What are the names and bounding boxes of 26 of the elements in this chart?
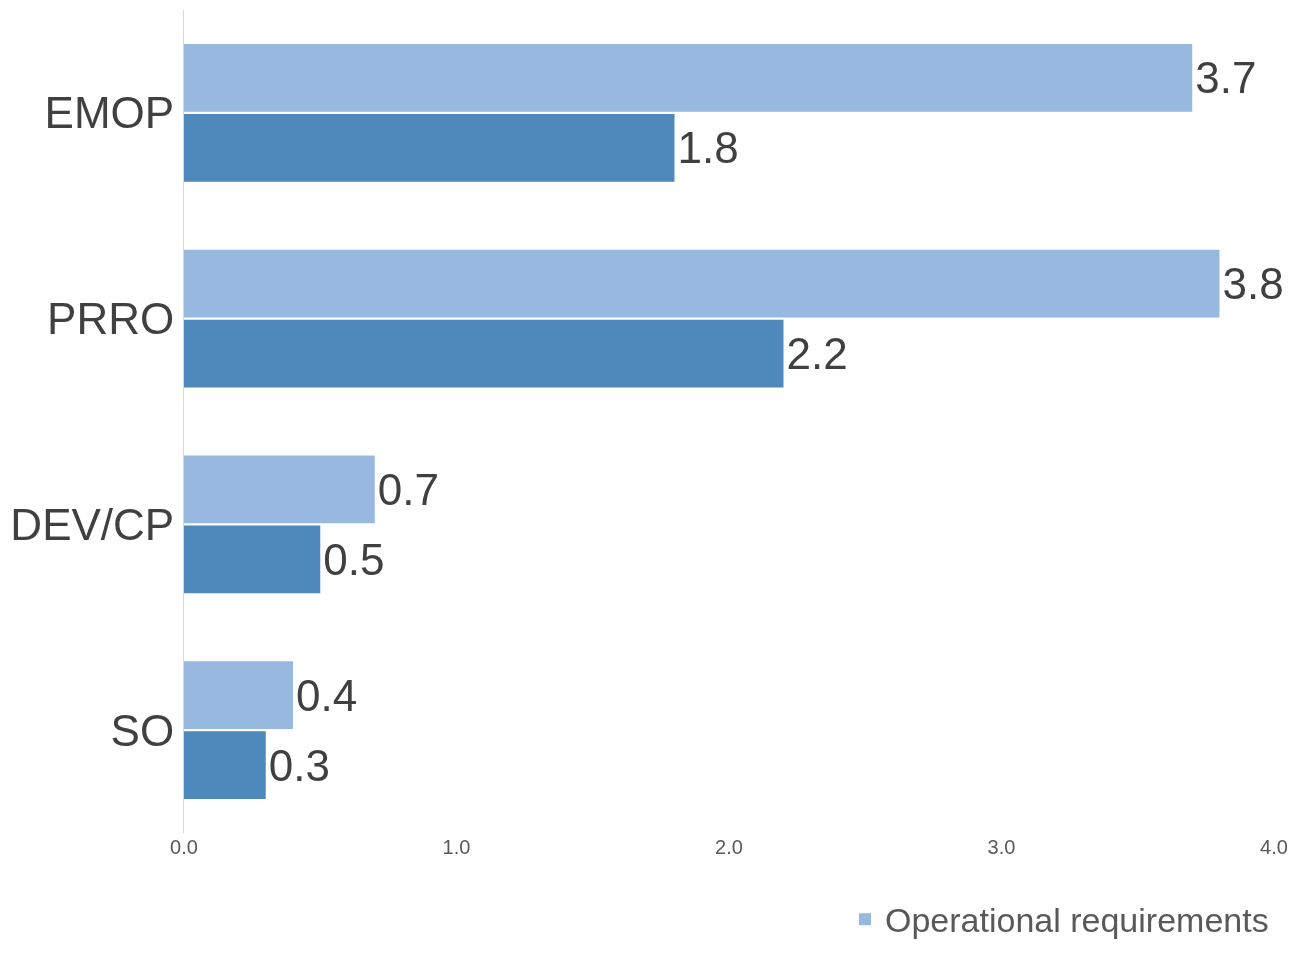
data-label: 3.8 xyxy=(1222,259,1284,309)
data-label: 2.2 xyxy=(786,329,848,379)
y-tick-label: SO xyxy=(110,705,175,755)
legend-label: Operational requirements xyxy=(885,901,1269,940)
data-label: 1.8 xyxy=(677,123,739,173)
bar xyxy=(184,661,293,730)
bar xyxy=(184,525,321,594)
bar xyxy=(184,43,1193,112)
y-tick-label: EMOP xyxy=(44,88,175,138)
bar xyxy=(184,249,1220,318)
x-tick-label: 2.0 xyxy=(715,836,743,858)
x-tick-label: 1.0 xyxy=(442,836,471,858)
data-label: 0.4 xyxy=(296,670,358,720)
y-tick-label: PRRO xyxy=(47,294,175,344)
x-tick-label: 4.0 xyxy=(1260,836,1288,858)
bar xyxy=(184,319,784,388)
data-label: 3.7 xyxy=(1195,53,1257,103)
data-label: 0.3 xyxy=(268,740,330,790)
data-label: 0.7 xyxy=(377,464,439,514)
x-tick-label: 0.0 xyxy=(170,836,198,858)
data-label: 0.5 xyxy=(323,534,385,584)
bar xyxy=(184,113,675,182)
x-tick-label: 3.0 xyxy=(987,836,1016,858)
y-tick-label: DEV/CP xyxy=(10,499,175,549)
bar xyxy=(184,455,375,524)
bar xyxy=(184,731,266,800)
